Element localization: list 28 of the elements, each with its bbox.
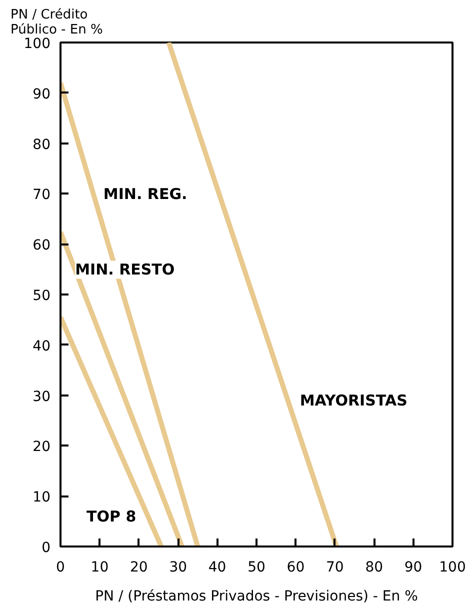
y-tick-label: 60 — [32, 238, 51, 254]
y-axis-title: PN / Crédito Público - En % — [10, 8, 103, 38]
y-tick-label: 0 — [42, 540, 51, 556]
x-tick-label: 40 — [208, 560, 226, 576]
y-tick-label: 50 — [32, 288, 51, 304]
x-tick-label: 60 — [286, 560, 305, 576]
x-tick-label: 70 — [326, 560, 344, 576]
y-tick-label: 20 — [32, 439, 51, 456]
x-tick-label: 80 — [365, 560, 384, 576]
y-tick-label: 70 — [32, 187, 51, 204]
x-tick-label: 20 — [130, 560, 148, 576]
y-tick-label: 10 — [32, 490, 51, 506]
x-axis-title: PN / (Préstamos Privados - Previsiones) - En % — [95, 588, 418, 604]
x-tick-label: 50 — [248, 560, 266, 576]
y-tick-label: 30 — [32, 388, 51, 405]
x-tick-label: 90 — [404, 560, 422, 576]
x-tick-label: 10 — [90, 560, 109, 576]
y-tick-label: 90 — [32, 86, 51, 102]
x-tick-label: 100 — [439, 560, 466, 576]
series-label: MIN. RESTO — [75, 260, 175, 279]
series-label: MIN. REG. — [103, 185, 188, 204]
y-tick-label: 100 — [24, 36, 51, 52]
y-tick-label: 80 — [32, 136, 51, 153]
y-tick-label: 40 — [32, 338, 51, 354]
series-label: MAYORISTAS — [300, 391, 408, 410]
x-tick-label: 30 — [169, 560, 188, 576]
series-label: TOP 8 — [86, 508, 136, 526]
x-tick-label: 0 — [56, 560, 65, 576]
